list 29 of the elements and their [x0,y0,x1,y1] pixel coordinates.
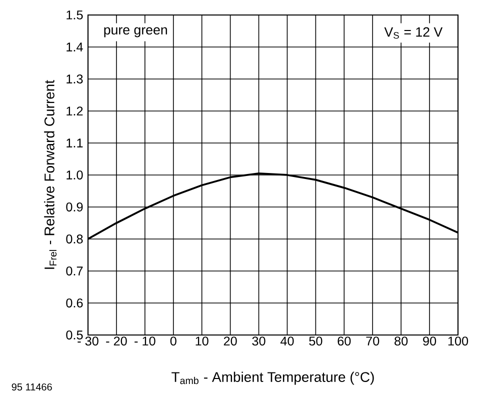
x-tick-label: 60 [338,336,351,346]
x-tick-label: - 20 [106,336,127,346]
y-tick-label: 1.3 [66,74,83,84]
x-tick-label: 10 [196,336,208,346]
y-tick-label: 1.4 [66,42,83,52]
x-tick-label: 50 [309,336,322,346]
annotation: V$_{S}$ = 12 V [384,27,443,39]
x-axis-title: T$_{amb}$ - Ambient Temperature (°C) [172,372,374,385]
y-tick-label: 0.5 [66,330,83,340]
y-tick-label: 1.0 [66,170,83,180]
x-tick-label: 80 [394,336,408,346]
x-tick-label: 100 [448,336,468,346]
y-tick-label: 0.6 [66,298,83,308]
text: 95 11466 [12,383,52,391]
x-tick-label: 30 [252,336,266,346]
x-tick-label: 40 [280,336,294,346]
y-axis-title: I$_{Frel}$ - Relative Forward Current [44,80,57,269]
x-tick-label: 70 [366,336,380,346]
x-tick-label: 90 [423,336,436,346]
y-tick-label: 1.2 [66,106,83,116]
y-tick-label: 0.9 [66,202,83,212]
x-tick-label: - 10 [134,336,156,346]
y-tick-label: 1.5 [66,10,83,20]
annotation: pure green [104,27,167,38]
y-tick-label: 0.7 [66,266,83,276]
y-tick-label: 0.8 [66,234,83,244]
x-tick-label: 0 [170,336,176,346]
y-tick-label: 1.1 [66,138,83,148]
x-tick-label: 20 [224,336,237,346]
